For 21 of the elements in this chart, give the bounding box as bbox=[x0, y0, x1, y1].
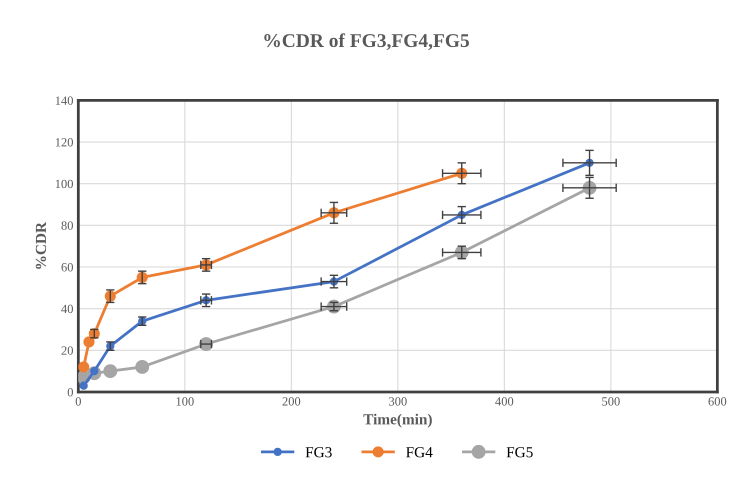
x-tick-label: 600 bbox=[708, 397, 726, 406]
y-axis-title: %CDR bbox=[36, 222, 46, 269]
y-tick-label: 60 bbox=[62, 263, 73, 272]
legend-label: FG4 bbox=[406, 447, 433, 458]
x-tick-label: 500 bbox=[602, 397, 620, 406]
x-tick-label: 400 bbox=[495, 397, 514, 406]
legend-label: FG3 bbox=[306, 447, 332, 458]
y-tick-label: 80 bbox=[61, 221, 73, 230]
y-tick-label: 40 bbox=[61, 304, 73, 314]
y-tick-label: 120 bbox=[56, 138, 73, 146]
y-tick-label: 140 bbox=[56, 96, 73, 105]
x-tick-label: 200 bbox=[282, 397, 300, 406]
legend-label: FG5 bbox=[506, 447, 533, 458]
y-tick-label: 0 bbox=[68, 388, 73, 396]
x-tick-label: 0 bbox=[76, 397, 81, 406]
x-tick-label: 100 bbox=[176, 397, 194, 406]
chart-title: %CDR of FG3,FG4,FG5 bbox=[264, 33, 469, 50]
y-tick-label: 20 bbox=[62, 346, 73, 355]
y-tick-label: 100 bbox=[56, 180, 73, 188]
x-axis-title: Time(min) bbox=[363, 414, 432, 428]
x-tick-label: 300 bbox=[389, 397, 407, 406]
